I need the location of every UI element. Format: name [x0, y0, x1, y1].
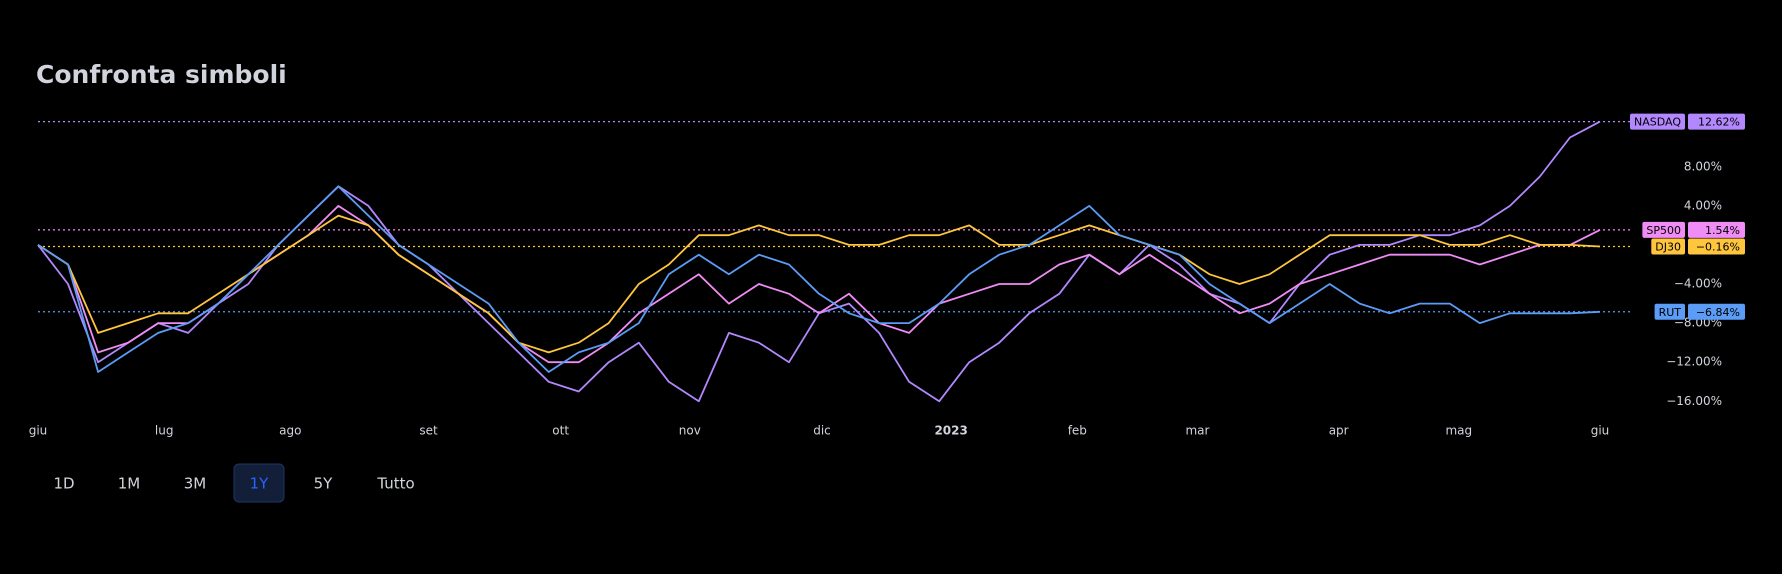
x-tick-label: ago — [279, 424, 301, 438]
last-value-name: DJ30 — [1655, 241, 1681, 254]
range-button[interactable]: Tutto — [376, 475, 414, 493]
last-value-tag — [1688, 221, 1745, 238]
y-tick-label: −16.00% — [1666, 394, 1722, 408]
last-value-name-tag — [1629, 113, 1685, 130]
y-tick-label: 8.00% — [1684, 159, 1722, 173]
x-tick-label: set — [419, 424, 438, 438]
last-value-tag — [1688, 303, 1745, 320]
last-value-name: SP500 — [1646, 224, 1681, 237]
x-tick-label: lug — [155, 424, 174, 438]
last-value-label: 1.54% — [1705, 224, 1740, 237]
series-line — [37, 120, 1601, 403]
x-tick-label: mag — [1445, 424, 1472, 438]
x-tick-label: giu — [29, 424, 48, 438]
last-value-name: RUT — [1659, 306, 1682, 319]
last-value-tag — [1688, 113, 1745, 130]
x-tick-label: apr — [1329, 424, 1349, 438]
last-value-label: −0.16% — [1696, 241, 1740, 254]
x-tick-label: ott — [552, 424, 569, 438]
range-button[interactable]: 3M — [184, 475, 207, 493]
x-tick-label: nov — [679, 424, 701, 438]
x-tick-label: dic — [813, 424, 831, 438]
x-tick-label: giu — [1591, 424, 1610, 438]
y-tick-label: 4.00% — [1684, 198, 1722, 212]
last-value-tag — [1688, 238, 1745, 255]
last-value-name-tag — [1651, 238, 1685, 255]
x-tick-label: feb — [1068, 424, 1087, 438]
y-tick-label: −12.00% — [1666, 355, 1722, 369]
last-value-name-tag — [1654, 303, 1685, 320]
range-button-active[interactable] — [233, 463, 285, 503]
last-value-name: NASDAQ — [1634, 116, 1681, 129]
last-value-label: 12.62% — [1698, 116, 1740, 129]
range-button[interactable]: 1M — [118, 475, 141, 493]
range-button[interactable]: 5Y — [314, 475, 334, 493]
series-line — [37, 185, 1601, 373]
last-value-label: −6.84% — [1696, 306, 1740, 319]
x-tick-label: mar — [1185, 424, 1209, 438]
last-value-name-tag — [1642, 221, 1685, 238]
range-button[interactable]: 1D — [53, 475, 74, 493]
y-tick-label: −4.00% — [1674, 277, 1722, 291]
range-button[interactable]: 1Y — [250, 475, 270, 493]
chart-title: Confronta simboli — [36, 60, 287, 89]
series-line — [37, 214, 1601, 354]
x-tick-label: 2023 — [934, 424, 967, 438]
